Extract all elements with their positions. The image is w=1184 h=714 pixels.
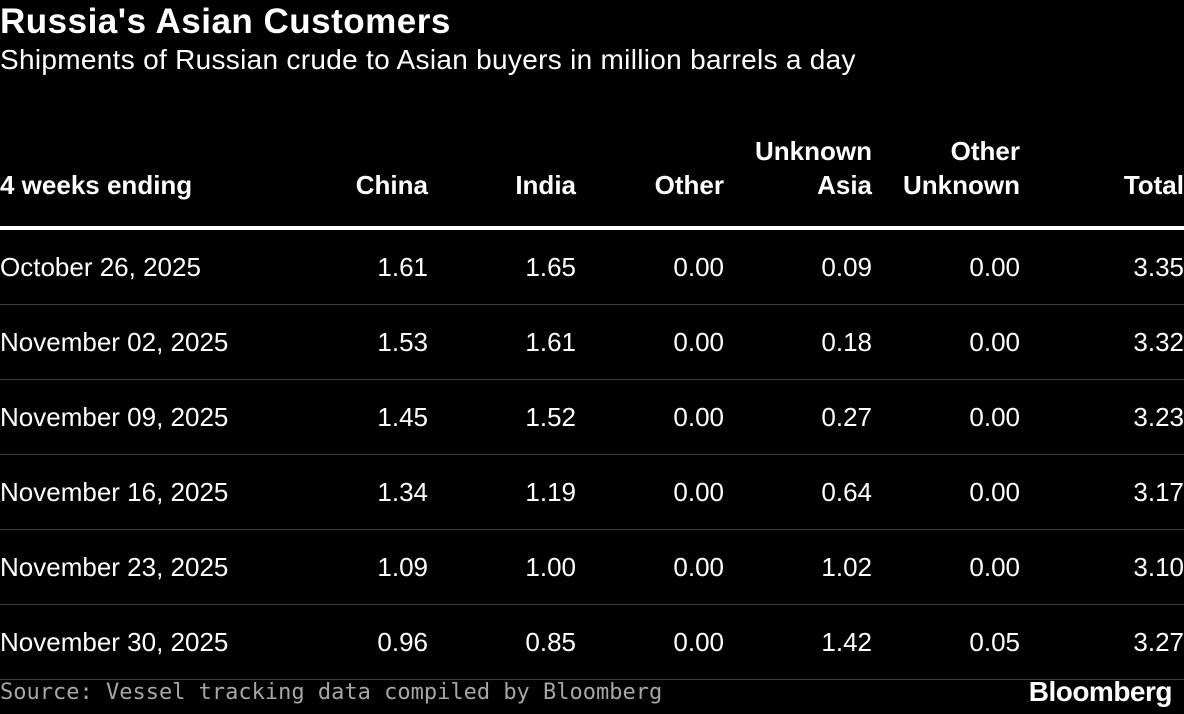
column-header-line: Other <box>654 170 724 200</box>
other-unknown-cell: 0.05 <box>872 604 1020 680</box>
china-cell: 1.45 <box>300 379 428 455</box>
other-cell: 0.00 <box>576 228 724 305</box>
china-cell: 1.61 <box>300 228 428 305</box>
date-cell: November 02, 2025 <box>0 304 300 380</box>
other-unknown-cell: 0.00 <box>872 454 1020 530</box>
table-row: November 30, 2025 0.96 0.85 0.00 1.42 0.05 3.2… <box>0 604 1184 680</box>
total-cell: 3.35 <box>1020 228 1184 305</box>
india-cell: 1.19 <box>428 454 576 530</box>
column-header-line: Unknown <box>903 170 1020 200</box>
china-cell: 1.53 <box>300 304 428 380</box>
other-unknown-cell: 0.00 <box>872 304 1020 380</box>
column-header-line: 4 weeks ending <box>0 170 193 200</box>
other-cell: 0.00 <box>576 454 724 530</box>
chart-subtitle: Shipments of Russian crude to Asian buye… <box>0 44 856 75</box>
chart-title: Russia's Asian Customers <box>0 2 451 41</box>
table-body: October 26, 2025 1.61 1.65 0.00 0.09 0.00 3.35… <box>0 228 1184 680</box>
date-cell: November 16, 2025 <box>0 454 300 530</box>
other-unknown-cell: 0.00 <box>872 529 1020 605</box>
other-cell: 0.00 <box>576 604 724 680</box>
column-header-line: Unknown <box>755 136 872 166</box>
unknown-asia-cell: 1.02 <box>724 529 872 605</box>
china-cell: 1.09 <box>300 529 428 605</box>
table-row: November 16, 2025 1.34 1.19 0.00 0.64 0.00 3.1… <box>0 454 1184 530</box>
table-row: November 23, 2025 1.09 1.00 0.00 1.02 0.00 3.1… <box>0 529 1184 605</box>
india-cell: 0.85 <box>428 604 576 680</box>
unknown-asia-cell: 0.64 <box>724 454 872 530</box>
header-india: India <box>428 108 576 230</box>
unknown-asia-cell: 0.27 <box>724 379 872 455</box>
date-cell: November 09, 2025 <box>0 379 300 455</box>
total-cell: 3.23 <box>1020 379 1184 455</box>
header-other: Other <box>576 108 724 230</box>
total-cell: 3.17 <box>1020 454 1184 530</box>
header-unknown-asia: Unknown Asia <box>724 108 872 230</box>
total-cell: 3.27 <box>1020 604 1184 680</box>
data-table: 4 weeks ending China India Other Unknown Asia… <box>0 108 1184 680</box>
table-row: November 09, 2025 1.45 1.52 0.00 0.27 0.00 3.2… <box>0 379 1184 455</box>
china-cell: 0.96 <box>300 604 428 680</box>
header-other-unknown: Other Unknown <box>872 108 1020 230</box>
total-cell: 3.10 <box>1020 529 1184 605</box>
india-cell: 1.52 <box>428 379 576 455</box>
india-cell: 1.65 <box>428 228 576 305</box>
total-cell: 3.32 <box>1020 304 1184 380</box>
date-cell: November 23, 2025 <box>0 529 300 605</box>
unknown-asia-cell: 0.09 <box>724 228 872 305</box>
column-header-line: India <box>515 170 576 200</box>
header-date: 4 weeks ending <box>0 108 300 230</box>
unknown-asia-cell: 1.42 <box>724 604 872 680</box>
header-china: China <box>300 108 428 230</box>
other-unknown-cell: 0.00 <box>872 228 1020 305</box>
table-row: October 26, 2025 1.61 1.65 0.00 0.09 0.00 3.35 <box>0 228 1184 305</box>
china-cell: 1.34 <box>300 454 428 530</box>
table-row: November 02, 2025 1.53 1.61 0.00 0.18 0.00 3.3… <box>0 304 1184 380</box>
date-cell: October 26, 2025 <box>0 228 300 305</box>
column-header-line: Total <box>1123 170 1184 200</box>
other-cell: 0.00 <box>576 529 724 605</box>
bloomberg-logo: Bloomberg <box>1028 676 1173 707</box>
column-header-line: China <box>355 170 428 200</box>
india-cell: 1.61 <box>428 304 576 380</box>
other-unknown-cell: 0.00 <box>872 379 1020 455</box>
header-row: 4 weeks ending China India Other Unknown Asia… <box>0 108 1184 230</box>
header-total: Total <box>1020 108 1184 230</box>
india-cell: 1.00 <box>428 529 576 605</box>
date-cell: November 30, 2025 <box>0 604 300 680</box>
column-header-line: Asia <box>817 170 872 200</box>
other-cell: 0.00 <box>576 379 724 455</box>
column-header-line: Other <box>950 136 1020 166</box>
source-note: Source: Vessel tracking data compiled by… <box>0 680 663 705</box>
other-cell: 0.00 <box>576 304 724 380</box>
unknown-asia-cell: 0.18 <box>724 304 872 380</box>
